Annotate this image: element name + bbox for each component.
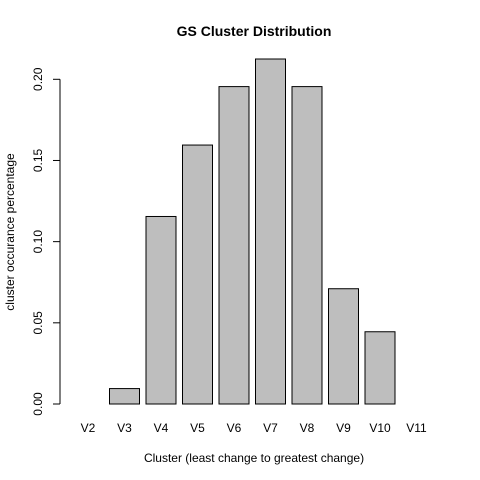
bar-v5 <box>182 144 213 405</box>
x-tick-labels: V2 V3 V4 V5 V6 V7 V8 V9 V10 V11 <box>81 421 427 435</box>
x-tick-label-v10: V10 <box>369 421 391 435</box>
bar-v4 <box>145 215 177 405</box>
x-tick-label-v5: V5 <box>190 421 205 435</box>
y-tick-label: 0.15 <box>31 148 45 172</box>
y-tick-label: 0.20 <box>31 67 45 91</box>
bar-v10 <box>364 331 396 405</box>
x-tick-label-v4: V4 <box>154 421 169 435</box>
y-tick-label: 0.00 <box>31 392 45 416</box>
y-axis-label: cluster occurance percentage <box>3 153 17 311</box>
bar-v9 <box>328 288 359 405</box>
bar-v8 <box>291 86 323 405</box>
x-tick-label-v8: V8 <box>300 421 315 435</box>
x-axis-label: Cluster (least change to greatest change… <box>144 451 364 465</box>
y-tick-label: 0.05 <box>31 311 45 335</box>
x-tick-label-v6: V6 <box>227 421 242 435</box>
x-tick-label-v11: V11 <box>406 421 427 435</box>
x-tick-label-v9: V9 <box>336 421 351 435</box>
y-axis: 0.00 0.05 0.10 0.15 0.20 <box>31 67 61 416</box>
bar-v7 <box>255 58 286 405</box>
x-tick-label-v7: V7 <box>263 421 278 435</box>
bars <box>109 58 396 405</box>
x-tick-label-v3: V3 <box>117 421 132 435</box>
bar-v3 <box>109 388 140 405</box>
bar-v6 <box>218 86 250 405</box>
chart-title: GS Cluster Distribution <box>177 23 332 39</box>
y-tick-label: 0.10 <box>31 230 45 254</box>
x-tick-label-v2: V2 <box>81 421 96 435</box>
